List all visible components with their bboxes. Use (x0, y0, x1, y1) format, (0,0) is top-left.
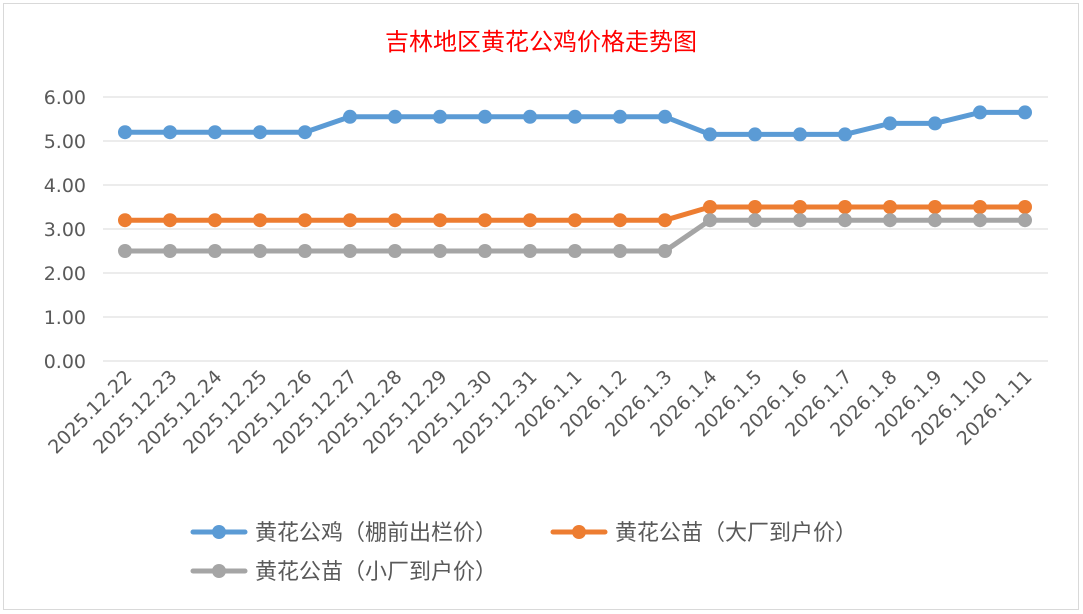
data-point (478, 244, 492, 258)
legend-marker (212, 564, 226, 578)
legend-label: 黄花公苗（小厂到户价） (255, 560, 497, 585)
data-point (523, 213, 537, 228)
data-point (433, 244, 447, 258)
data-point (253, 244, 267, 258)
data-point (748, 200, 762, 214)
data-point (703, 200, 717, 214)
y-tick-label: 3.00 (44, 219, 86, 241)
data-point (433, 109, 447, 124)
data-point (658, 213, 672, 228)
data-point (343, 213, 357, 228)
data-point (568, 244, 582, 258)
data-point (793, 213, 807, 228)
data-point (523, 244, 537, 258)
legend-marker (572, 525, 586, 539)
data-point (793, 127, 807, 142)
data-point (703, 127, 717, 142)
data-point (1018, 200, 1032, 214)
data-point (208, 213, 222, 228)
data-point (973, 200, 987, 214)
y-tick-label: 5.00 (44, 131, 86, 153)
chart-area (3, 3, 1079, 610)
y-tick-label: 4.00 (44, 175, 86, 197)
data-point (703, 213, 717, 228)
y-tick-label: 1.00 (44, 307, 86, 329)
data-point (118, 125, 132, 140)
data-point (883, 200, 897, 214)
data-point (478, 109, 492, 124)
data-point (973, 105, 987, 120)
data-point (1018, 213, 1032, 228)
legend-label: 黄花公鸡（棚前出栏价） (255, 521, 497, 546)
data-point (253, 213, 267, 228)
data-point (838, 127, 852, 142)
data-point (613, 244, 627, 258)
data-point (568, 213, 582, 228)
data-point (838, 213, 852, 228)
data-point (388, 213, 402, 228)
data-point (748, 213, 762, 228)
data-point (883, 116, 897, 131)
data-point (343, 109, 357, 124)
data-point (163, 125, 177, 140)
data-point (658, 244, 672, 258)
data-point (298, 213, 312, 228)
data-point (118, 244, 132, 258)
data-point (928, 213, 942, 228)
data-point (973, 213, 987, 228)
data-point (163, 244, 177, 258)
data-point (658, 109, 672, 124)
data-point (208, 244, 222, 258)
data-point (883, 213, 897, 228)
data-point (388, 109, 402, 124)
data-point (613, 109, 627, 124)
data-point (1018, 105, 1032, 120)
data-point (838, 200, 852, 214)
y-tick-label: 0.00 (44, 351, 86, 373)
data-point (928, 200, 942, 214)
data-point (928, 116, 942, 131)
data-point (298, 244, 312, 258)
data-point (343, 244, 357, 258)
data-point (298, 125, 312, 140)
data-point (748, 127, 762, 142)
data-point (523, 109, 537, 124)
data-point (163, 213, 177, 228)
data-point (478, 213, 492, 228)
data-point (253, 125, 267, 140)
data-point (613, 213, 627, 228)
legend-label: 黄花公苗（大厂到户价） (615, 521, 857, 546)
data-point (793, 200, 807, 214)
y-tick-label: 6.00 (44, 87, 86, 109)
data-point (568, 109, 582, 124)
chart-title: 吉林地区黄花公鸡价格走势图 (385, 28, 697, 56)
data-point (208, 125, 222, 140)
data-point (118, 213, 132, 228)
data-point (433, 213, 447, 228)
legend-marker (212, 525, 226, 539)
y-tick-label: 2.00 (44, 263, 86, 285)
data-point (388, 244, 402, 258)
